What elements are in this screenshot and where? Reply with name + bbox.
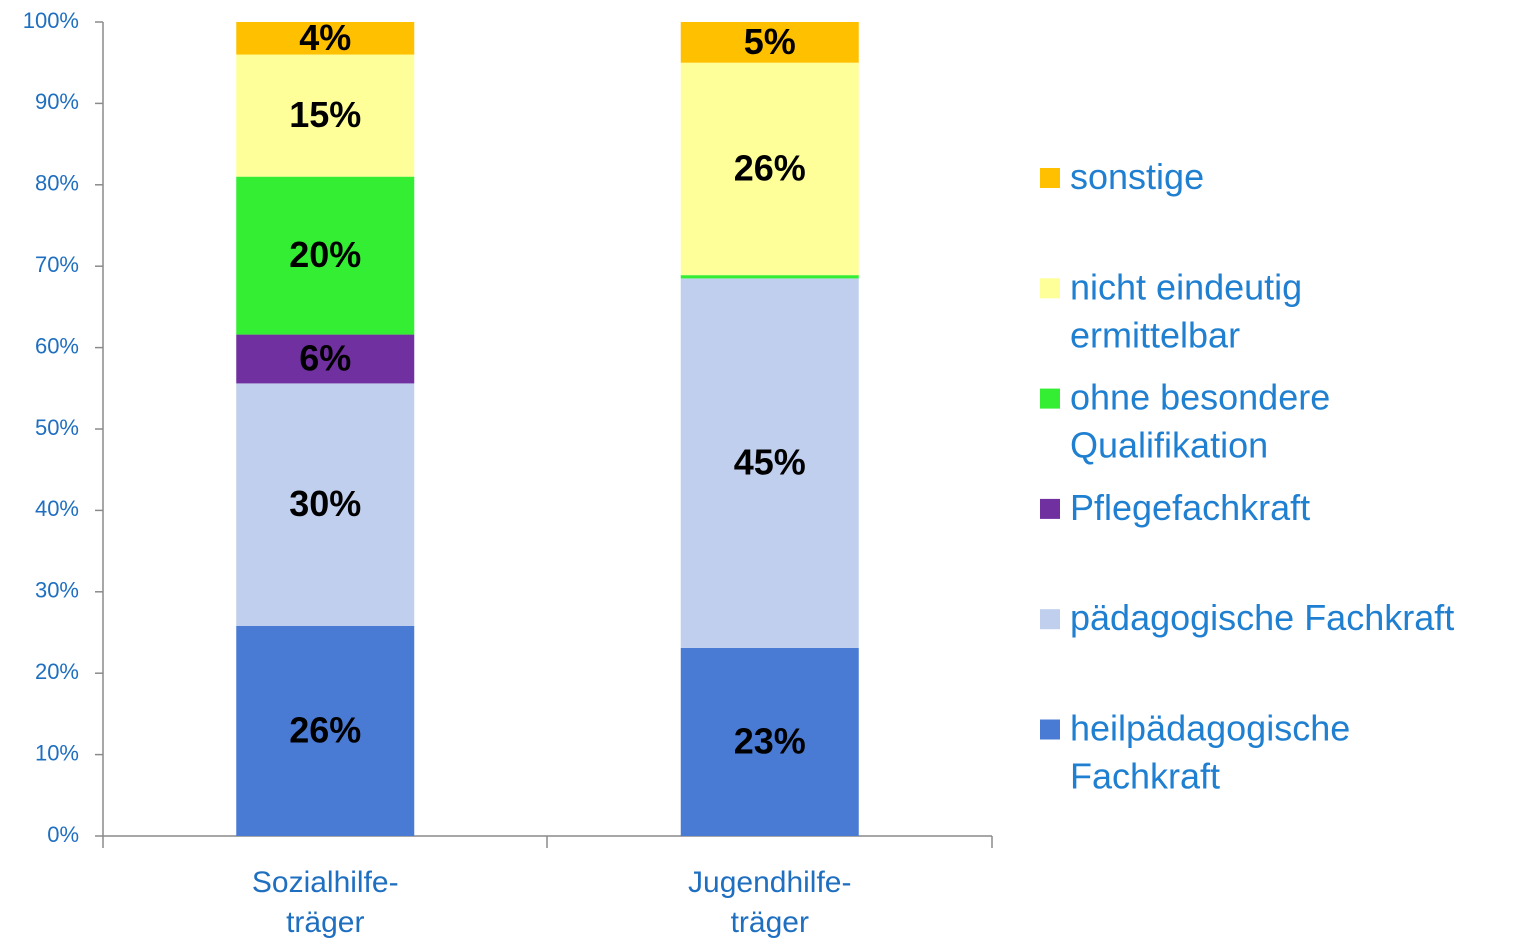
bar-segment — [236, 383, 415, 626]
data-label: 4% — [299, 17, 351, 58]
legend-label: pädagogische Fachkraft — [1070, 597, 1454, 638]
data-label: 6% — [299, 338, 351, 379]
x-tick-label: Jugendhilfe-träger — [688, 866, 851, 939]
data-label: 30% — [289, 483, 361, 524]
data-label: 15% — [289, 94, 361, 135]
legend-swatch — [1040, 278, 1060, 299]
bar-segment — [236, 54, 415, 177]
y-tick-label: 30% — [35, 578, 79, 603]
legend-swatch — [1040, 388, 1060, 409]
data-label: 5% — [744, 21, 796, 62]
data-label: 26% — [734, 147, 806, 188]
legend-swatch — [1040, 719, 1060, 740]
bar-segment — [236, 334, 415, 384]
legend-label: Pflegefachkraft — [1070, 486, 1310, 527]
y-tick-label: 90% — [35, 89, 79, 114]
y-tick-label: 100% — [23, 8, 79, 33]
bar-segment — [680, 647, 859, 836]
legend-label: nicht eindeutig ermittelbar — [1070, 266, 1302, 355]
bar-segment — [680, 62, 859, 276]
x-tick-label: Sozialhilfe-träger — [252, 866, 399, 939]
bar-segment — [680, 275, 859, 279]
data-label: 23% — [734, 720, 806, 761]
legend-swatch — [1040, 498, 1060, 519]
bar-segment — [236, 625, 415, 836]
y-tick-label: 80% — [35, 171, 79, 196]
bar-segment — [680, 22, 859, 63]
data-label: 45% — [734, 442, 806, 483]
y-tick-label: 10% — [35, 740, 79, 765]
y-tick-label: 40% — [35, 496, 79, 521]
y-tick-label: 70% — [35, 252, 79, 277]
data-label: 20% — [289, 234, 361, 275]
y-tick-label: 0% — [47, 822, 79, 847]
legend-label: heilpädagogische Fachkraft — [1070, 707, 1350, 796]
legend-label: sonstige — [1070, 156, 1204, 197]
y-tick-label: 50% — [35, 415, 79, 440]
bar-segment — [236, 22, 415, 55]
bar-segment — [680, 278, 859, 648]
legend-swatch — [1040, 609, 1060, 630]
y-tick-label: 60% — [35, 333, 79, 358]
bar-segment — [236, 176, 415, 335]
data-label: 26% — [289, 710, 361, 751]
y-tick-label: 20% — [35, 659, 79, 684]
legend-swatch — [1040, 168, 1060, 188]
legend-label: ohne besondere Qualifikation — [1070, 376, 1330, 465]
